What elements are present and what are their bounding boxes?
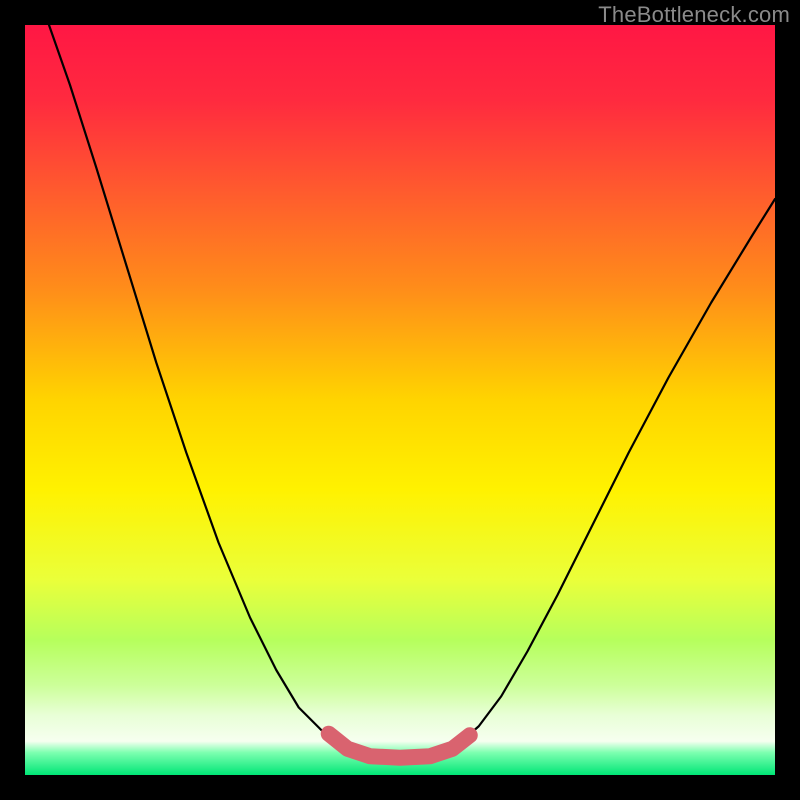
watermark-text: TheBottleneck.com: [598, 2, 790, 28]
plot-svg: [25, 25, 775, 775]
chart-frame: TheBottleneck.com: [0, 0, 800, 800]
plot-area: [25, 25, 775, 775]
gradient-background: [25, 25, 775, 775]
